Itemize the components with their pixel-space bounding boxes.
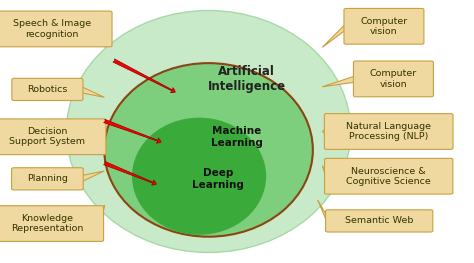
FancyBboxPatch shape (0, 11, 112, 47)
Text: Decision
Support System: Decision Support System (9, 127, 85, 146)
Polygon shape (322, 23, 346, 47)
Text: Natural Language
Processing (NLP): Natural Language Processing (NLP) (346, 122, 431, 141)
Polygon shape (322, 166, 327, 179)
Text: Artificial
Intelligence: Artificial Intelligence (208, 65, 285, 93)
FancyBboxPatch shape (326, 210, 433, 232)
FancyBboxPatch shape (0, 119, 106, 155)
Text: Deep
Learning: Deep Learning (192, 168, 244, 190)
Polygon shape (322, 128, 327, 135)
Polygon shape (81, 86, 104, 97)
Text: Computer
vision: Computer vision (370, 69, 417, 89)
Text: Neuroscience &
Cognitive Science: Neuroscience & Cognitive Science (346, 166, 431, 186)
FancyBboxPatch shape (324, 114, 453, 149)
Polygon shape (101, 205, 104, 227)
Ellipse shape (133, 118, 265, 234)
FancyBboxPatch shape (11, 168, 83, 190)
Ellipse shape (104, 63, 313, 237)
Polygon shape (322, 76, 356, 87)
FancyBboxPatch shape (354, 61, 433, 97)
Text: Speech & Image
recognition: Speech & Image recognition (13, 19, 91, 39)
FancyBboxPatch shape (344, 8, 424, 44)
Polygon shape (81, 171, 104, 182)
FancyBboxPatch shape (12, 78, 83, 100)
Text: Knowledge
Representation: Knowledge Representation (11, 214, 83, 233)
Text: Machine
Learning: Machine Learning (211, 126, 263, 148)
Text: Semantic Web: Semantic Web (345, 216, 413, 225)
Text: Computer
vision: Computer vision (360, 17, 408, 36)
Ellipse shape (66, 11, 351, 252)
Polygon shape (104, 26, 109, 47)
Text: Robotics: Robotics (27, 85, 68, 94)
Text: Planning: Planning (27, 174, 68, 183)
FancyBboxPatch shape (325, 158, 453, 194)
Polygon shape (103, 134, 104, 140)
Polygon shape (318, 200, 328, 224)
FancyBboxPatch shape (0, 206, 104, 241)
